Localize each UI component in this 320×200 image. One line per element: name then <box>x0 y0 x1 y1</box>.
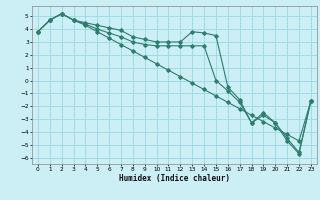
X-axis label: Humidex (Indice chaleur): Humidex (Indice chaleur) <box>119 174 230 183</box>
